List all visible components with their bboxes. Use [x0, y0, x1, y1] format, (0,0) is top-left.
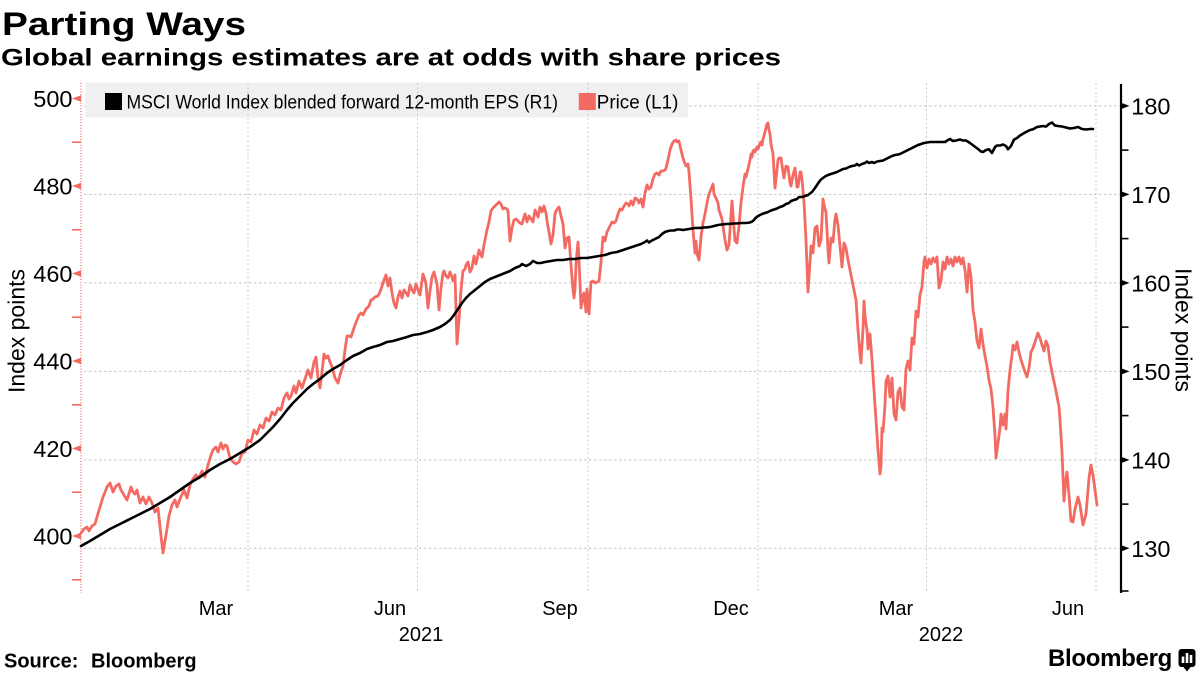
svg-text:Jun: Jun: [1052, 598, 1084, 620]
svg-text:MSCI World Index blended forwa: MSCI World Index blended forward 12-mont…: [127, 93, 559, 114]
svg-text:400: 400: [33, 524, 72, 550]
svg-text:170: 170: [1131, 182, 1170, 208]
svg-text:480: 480: [33, 174, 72, 200]
svg-text:Bloomberg: Bloomberg: [91, 651, 197, 673]
svg-text:Global earnings estimates are: Global earnings estimates are at odds wi…: [1, 45, 781, 72]
svg-text:Price (L1): Price (L1): [597, 93, 679, 114]
svg-text:Parting Ways: Parting Ways: [2, 6, 246, 42]
svg-text:Bloomberg: Bloomberg: [1048, 645, 1172, 672]
svg-text:500: 500: [33, 86, 72, 112]
svg-text:140: 140: [1131, 447, 1170, 473]
svg-text:2021: 2021: [399, 624, 444, 646]
svg-text:Sep: Sep: [542, 598, 578, 620]
svg-text:Dec: Dec: [713, 598, 749, 620]
svg-text:180: 180: [1131, 93, 1170, 119]
svg-text:2022: 2022: [919, 624, 964, 646]
svg-text:130: 130: [1131, 536, 1170, 562]
svg-text:Source:: Source:: [4, 651, 78, 673]
svg-text:Index points: Index points: [1170, 268, 1196, 392]
svg-text:420: 420: [33, 436, 72, 462]
svg-text:Mar: Mar: [199, 598, 234, 620]
svg-text:440: 440: [33, 349, 72, 375]
svg-text:150: 150: [1131, 359, 1170, 385]
svg-text:Jun: Jun: [374, 598, 406, 620]
svg-text:Index points: Index points: [4, 269, 30, 393]
svg-text:160: 160: [1131, 270, 1170, 296]
svg-text:460: 460: [33, 261, 72, 287]
svg-text:Mar: Mar: [879, 598, 914, 620]
